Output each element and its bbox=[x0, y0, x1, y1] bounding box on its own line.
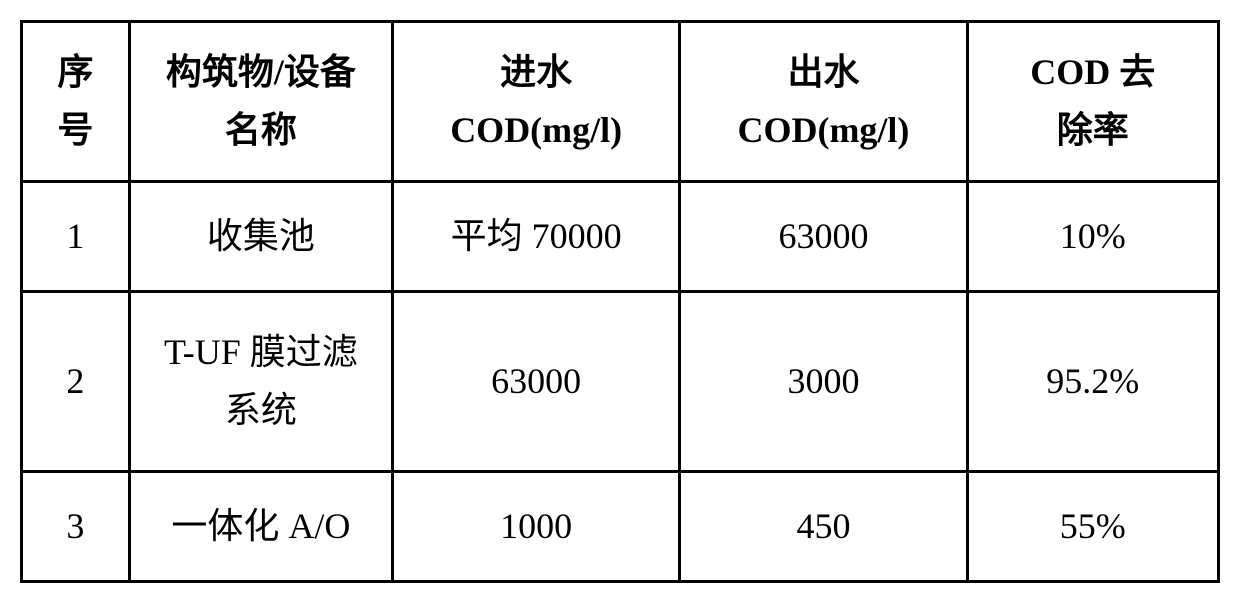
header-removal-rate: COD 去 除率 bbox=[967, 22, 1218, 182]
table-header-row: 序 号 构筑物/设备 名称 进水 COD(mg/l) 出水 COD(mg/l) … bbox=[22, 22, 1219, 182]
cell-effluent: 3000 bbox=[680, 292, 967, 472]
table-row: 1 收集池 平均 70000 63000 10% bbox=[22, 182, 1219, 292]
cell-name-line1: 一体化 A/O bbox=[139, 498, 383, 556]
header-influent-line1: 进水 bbox=[402, 44, 670, 102]
table-body: 1 收集池 平均 70000 63000 10% 2 T-UF 膜过滤 系统 6… bbox=[22, 182, 1219, 582]
cell-effluent: 63000 bbox=[680, 182, 967, 292]
header-influent-cod: 进水 COD(mg/l) bbox=[393, 22, 680, 182]
cell-seq: 2 bbox=[22, 292, 130, 472]
cell-name: T-UF 膜过滤 系统 bbox=[129, 292, 392, 472]
header-sequence-line2: 号 bbox=[31, 102, 120, 160]
header-equipment-line2: 名称 bbox=[139, 102, 383, 160]
cell-seq: 1 bbox=[22, 182, 130, 292]
header-removal-line2: 除率 bbox=[977, 102, 1209, 160]
header-sequence: 序 号 bbox=[22, 22, 130, 182]
cell-effluent: 450 bbox=[680, 472, 967, 582]
cell-name-line2: 系统 bbox=[139, 382, 383, 440]
header-sequence-line1: 序 bbox=[31, 44, 120, 102]
table-container: 序 号 构筑物/设备 名称 进水 COD(mg/l) 出水 COD(mg/l) … bbox=[20, 20, 1220, 583]
cell-removal: 10% bbox=[967, 182, 1218, 292]
cell-influent: 1000 bbox=[393, 472, 680, 582]
header-removal-line1: COD 去 bbox=[977, 44, 1209, 102]
header-influent-line2: COD(mg/l) bbox=[402, 102, 670, 160]
cell-influent: 63000 bbox=[393, 292, 680, 472]
cod-removal-table: 序 号 构筑物/设备 名称 进水 COD(mg/l) 出水 COD(mg/l) … bbox=[20, 20, 1220, 583]
cell-name-line1: 收集池 bbox=[139, 208, 383, 266]
cell-name: 一体化 A/O bbox=[129, 472, 392, 582]
header-equipment-line1: 构筑物/设备 bbox=[139, 44, 383, 102]
header-equipment-name: 构筑物/设备 名称 bbox=[129, 22, 392, 182]
header-effluent-cod: 出水 COD(mg/l) bbox=[680, 22, 967, 182]
cell-name-line1: T-UF 膜过滤 bbox=[139, 324, 383, 382]
cell-removal: 55% bbox=[967, 472, 1218, 582]
header-effluent-line1: 出水 bbox=[689, 44, 957, 102]
cell-influent: 平均 70000 bbox=[393, 182, 680, 292]
cell-removal: 95.2% bbox=[967, 292, 1218, 472]
cell-seq: 3 bbox=[22, 472, 130, 582]
cell-name: 收集池 bbox=[129, 182, 392, 292]
table-row: 2 T-UF 膜过滤 系统 63000 3000 95.2% bbox=[22, 292, 1219, 472]
table-row: 3 一体化 A/O 1000 450 55% bbox=[22, 472, 1219, 582]
header-effluent-line2: COD(mg/l) bbox=[689, 102, 957, 160]
